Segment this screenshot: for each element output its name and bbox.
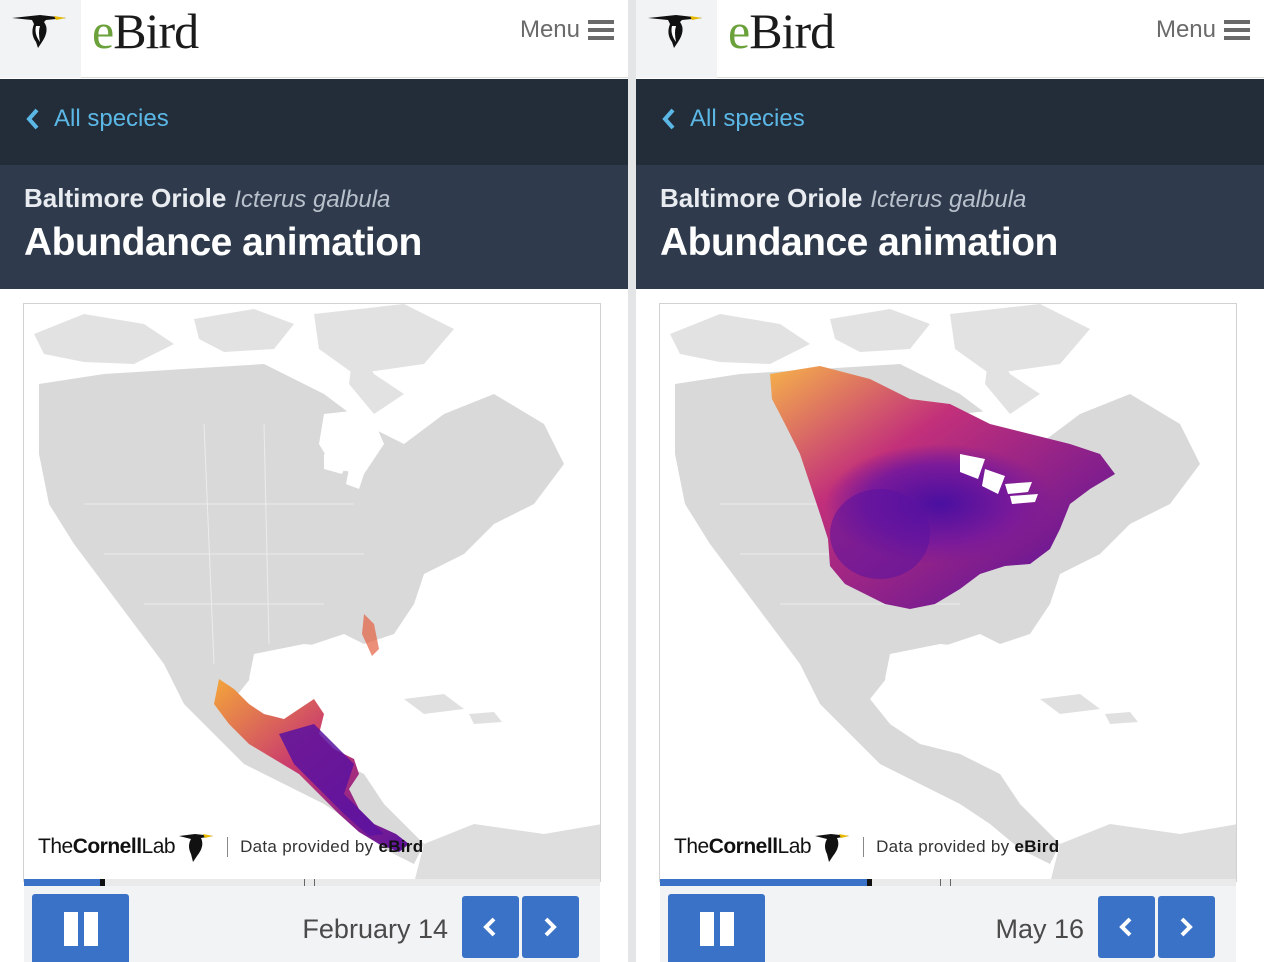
current-date: May 16 [995,914,1084,944]
cornell-suffix: Lab [141,835,176,858]
map-canvas [660,304,1236,881]
brand-rest: Bird [113,3,199,59]
top-header: eBird Menu [0,0,628,78]
next-week-button[interactable] [1158,896,1215,958]
pause-button[interactable] [32,894,129,962]
data-credit: Data provided by eBird [876,837,1059,857]
ebird-logo-icon [12,15,66,48]
species-names: Baltimore Oriole Icterus galbula [24,183,390,214]
cornell-bird-icon [815,834,850,862]
map-credits: TheCornellLab Data provided by eBird [674,832,1059,862]
page-title: Abundance animation [24,221,422,264]
common-name: Baltimore Oriole [660,183,863,213]
timeline-tick [950,879,951,886]
timeline-knob[interactable] [100,879,105,886]
all-species-link[interactable]: All species [662,105,805,133]
page-title: Abundance animation [660,221,1058,264]
panel-divider [628,0,636,962]
all-species-label: All species [54,105,169,132]
menu-button[interactable]: Menu [1156,14,1250,46]
hamburger-icon [1224,20,1250,40]
cornell-prefix: The [674,835,709,858]
chevron-left-icon [662,108,675,130]
map-canvas [24,304,600,881]
species-title-bar: Baltimore Oriole Icterus galbula Abundanc… [636,165,1264,289]
timeline-tick [304,879,305,886]
timeline-progress [24,879,100,886]
chevron-right-icon [544,917,557,937]
cornell-bold: Cornell [708,835,778,858]
timeline-progress [660,879,867,886]
timeline-knob[interactable] [867,879,872,886]
map-credits: TheCornellLab Data provided by eBird [38,832,423,862]
brand-e: e [92,3,114,59]
chevron-right-icon [1180,917,1193,937]
chevron-left-icon [483,917,496,937]
data-credit: Data provided by eBird [240,837,423,857]
ebird-logo-icon [648,15,702,48]
data-source: eBird [1014,837,1060,856]
scientific-name: Icterus galbula [234,186,391,213]
cornell-lab-logo: TheCornellLab [674,835,812,859]
current-date: February 14 [302,914,448,944]
pause-button[interactable] [668,894,765,962]
credit-separator [863,837,865,857]
panel-may: eBird Menu All species Baltimore Oriole I… [636,0,1264,962]
cornell-bold: Cornell [72,835,142,858]
species-title-bar: Baltimore Oriole Icterus galbula Abundanc… [0,165,628,289]
credit-separator [227,837,229,857]
abundance-map[interactable]: TheCornellLab Data provided by eBird [659,303,1237,882]
common-name: Baltimore Oriole [24,183,227,213]
logo-box[interactable] [636,0,717,78]
logo-box[interactable] [0,0,81,78]
animation-controls: February 14 [24,886,600,962]
next-week-button[interactable] [522,896,579,958]
top-header: eBird Menu [636,0,1264,78]
all-species-link[interactable]: All species [26,105,169,133]
previous-week-button[interactable] [1098,896,1155,958]
cornell-suffix: Lab [777,835,812,858]
previous-week-button[interactable] [462,896,519,958]
menu-button[interactable]: Menu [520,14,614,46]
cornell-lab-logo: TheCornellLab [38,835,176,859]
ebird-wordmark[interactable]: eBird [92,2,199,60]
hamburger-icon [588,20,614,40]
ebird-wordmark[interactable]: eBird [728,2,835,60]
data-prefix: Data provided by [240,837,374,856]
species-names: Baltimore Oriole Icterus galbula [660,183,1026,214]
data-source: eBird [378,837,424,856]
brand-rest: Bird [749,3,835,59]
scientific-name: Icterus galbula [870,186,1027,213]
all-species-label: All species [690,105,805,132]
timeline-tick [314,879,315,886]
chevron-left-icon [26,108,39,130]
menu-label: Menu [519,16,580,43]
chevron-left-icon [1119,917,1132,937]
nav-bar: All species [0,79,628,165]
menu-label: Menu [1155,16,1216,43]
timeline-tick [940,879,941,886]
timeline-track[interactable] [24,879,600,886]
cornell-bird-icon [179,834,214,862]
cornell-prefix: The [38,835,73,858]
data-prefix: Data provided by [876,837,1010,856]
timeline-track[interactable] [660,879,1236,886]
abundance-map[interactable]: TheCornellLab Data provided by eBird [23,303,601,882]
brand-e: e [728,3,750,59]
animation-controls: May 16 [660,886,1236,962]
nav-bar: All species [636,79,1264,165]
panel-february: eBird Menu All species Baltimore Oriole I… [0,0,628,962]
